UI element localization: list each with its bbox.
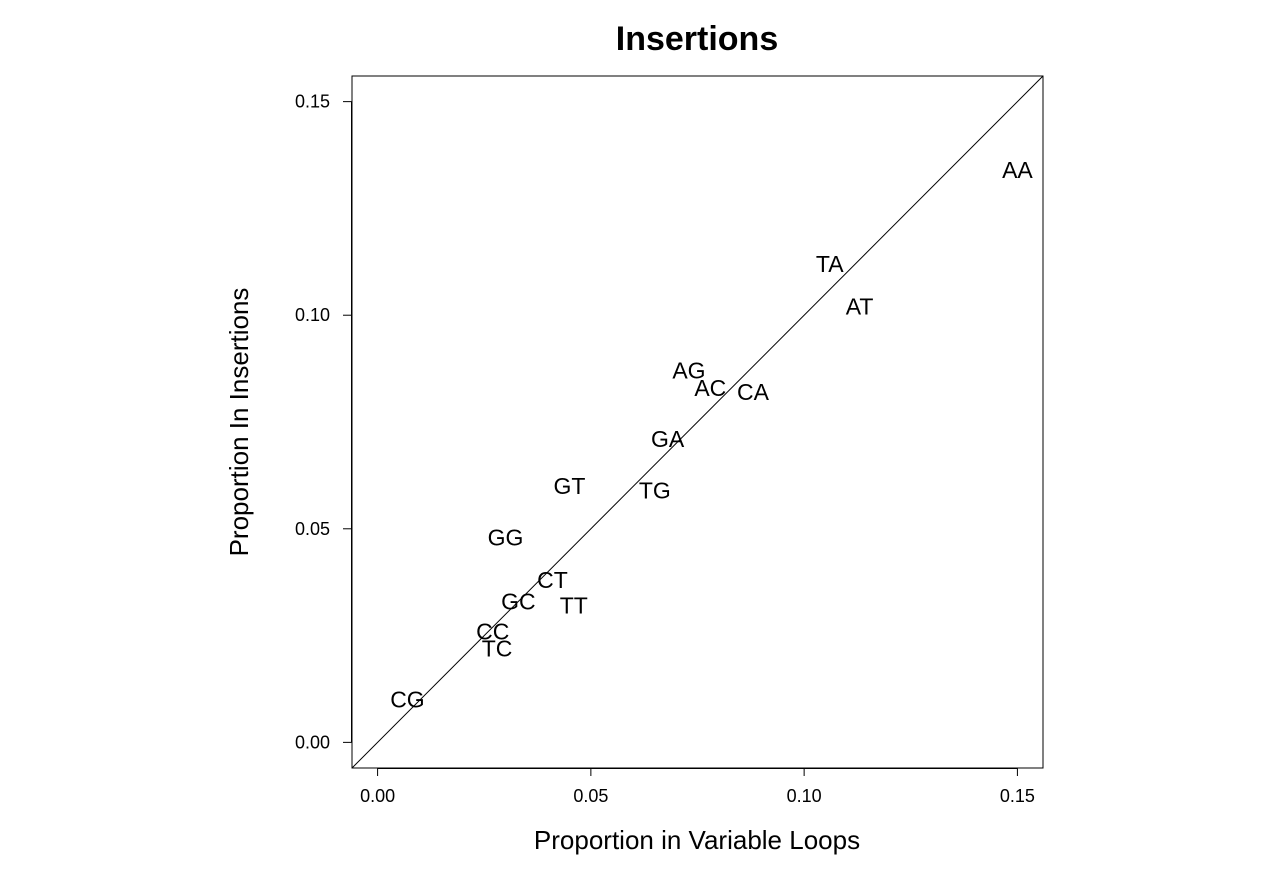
point-label-tc: TC [482, 635, 513, 661]
y-tick-label: 0.00 [295, 732, 330, 752]
y-axis: 0.00 0.05 0.10 0.15 [295, 92, 352, 752]
x-tick-label: 0.15 [1000, 786, 1035, 806]
x-axis: 0.00 0.05 0.10 0.15 [360, 768, 1035, 806]
y-tick-label: 0.10 [295, 305, 330, 325]
point-label-cc: CC [476, 618, 509, 644]
point-label-gc: GC [501, 588, 536, 614]
y-tick-label: 0.05 [295, 519, 330, 539]
x-tick-label: 0.10 [787, 786, 822, 806]
point-label-at: AT [846, 294, 874, 320]
point-label-tg: TG [639, 477, 671, 503]
point-label-gt: GT [554, 473, 586, 499]
point-label-ac: AC [694, 375, 726, 401]
point-label-ca: CA [737, 379, 770, 405]
point-label-gg: GG [488, 524, 524, 550]
point-label-ga: GA [651, 426, 685, 452]
point-label-tt: TT [560, 593, 588, 619]
point-label-ct: CT [537, 567, 568, 593]
x-tick-label: 0.00 [360, 786, 395, 806]
y-axis-label: Proportion In Insertions [224, 288, 254, 557]
x-tick-label: 0.05 [573, 786, 608, 806]
identity-line [351, 75, 1044, 769]
y-tick-label: 0.15 [295, 92, 330, 112]
chart-title: Insertions [616, 20, 778, 58]
x-axis-label: Proportion in Variable Loops [534, 825, 860, 855]
point-label-ag: AG [672, 358, 705, 384]
point-label-aa: AA [1002, 157, 1033, 183]
point-label-cg: CG [390, 687, 425, 713]
point-label-ta: TA [816, 251, 844, 277]
